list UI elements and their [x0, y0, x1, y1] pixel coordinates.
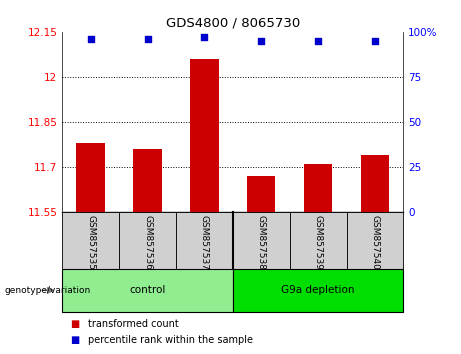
Text: control: control [130, 285, 165, 295]
Text: GSM857540: GSM857540 [371, 215, 379, 270]
Bar [233, 269, 403, 312]
Text: GSM857535: GSM857535 [86, 215, 95, 270]
Bar [77, 143, 105, 212]
Bar [176, 212, 233, 269]
Bar [233, 212, 290, 269]
Bar [347, 212, 403, 269]
Text: G9a depletion: G9a depletion [281, 285, 355, 295]
Bar [62, 269, 233, 312]
Bar [62, 212, 119, 269]
Bar [304, 164, 332, 212]
Point [314, 38, 322, 44]
Bar [119, 212, 176, 269]
Bar [133, 149, 162, 212]
Text: genotype/variation: genotype/variation [5, 286, 91, 295]
Bar [290, 212, 347, 269]
Text: GSM857536: GSM857536 [143, 215, 152, 270]
Point [258, 38, 265, 44]
Point [87, 36, 95, 42]
Title: GDS4800 / 8065730: GDS4800 / 8065730 [165, 16, 300, 29]
Bar [361, 155, 389, 212]
Text: GSM857537: GSM857537 [200, 215, 209, 270]
Text: ■: ■ [71, 335, 84, 345]
Text: transformed count: transformed count [88, 319, 178, 329]
Bar [247, 176, 276, 212]
Point [201, 34, 208, 40]
Text: GSM857538: GSM857538 [257, 215, 266, 270]
Text: ■: ■ [71, 319, 84, 329]
Point [371, 38, 378, 44]
Point [144, 36, 151, 42]
Text: percentile rank within the sample: percentile rank within the sample [88, 335, 253, 345]
Bar [190, 59, 219, 212]
Text: GSM857539: GSM857539 [313, 215, 323, 270]
